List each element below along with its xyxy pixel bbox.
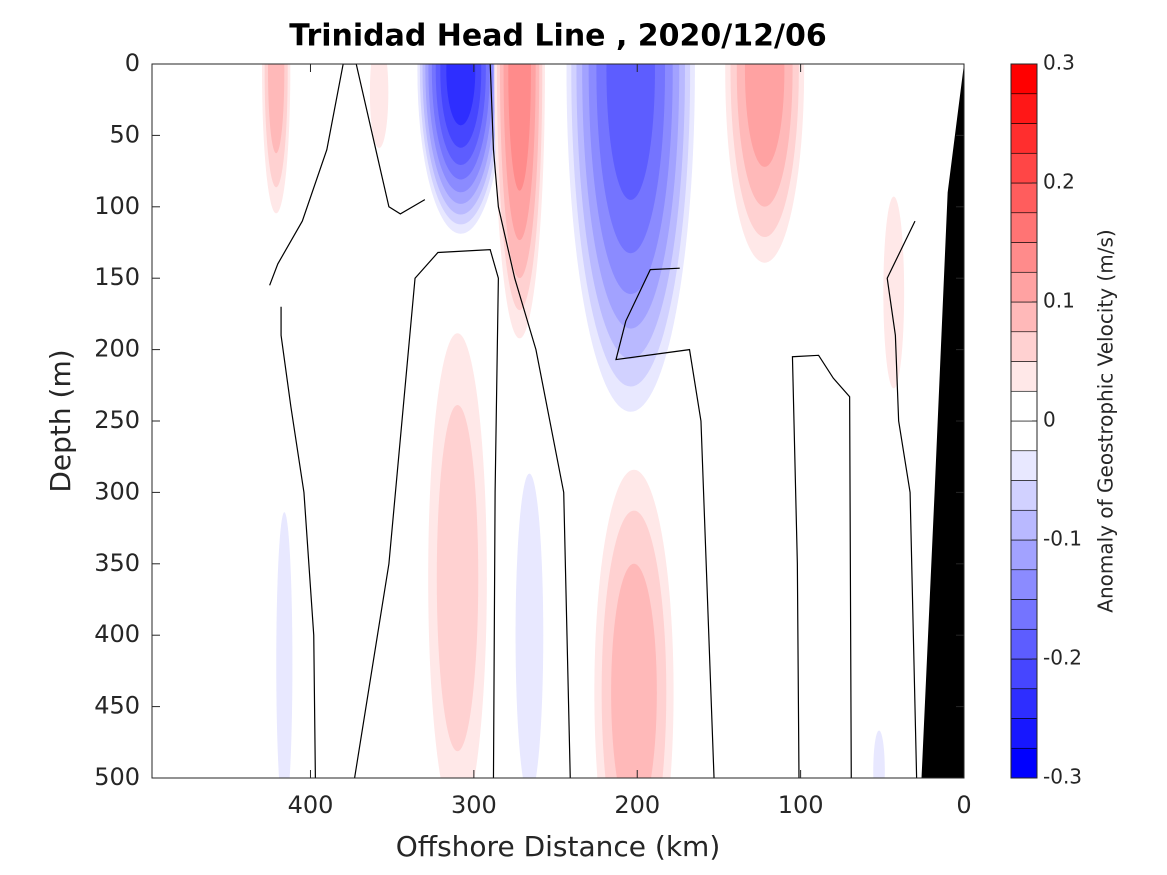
y-tick-label: 400 [94,620,140,648]
y-tick-label: 200 [94,335,140,363]
colorbar-band [1010,569,1038,600]
colorbar-tick-label: -0.2 [1043,646,1082,670]
colorbar-band [1010,123,1038,154]
colorbar-band [1010,182,1038,214]
contour-band [369,64,389,149]
colorbar-band [1010,242,1038,273]
x-tick-label: 400 [288,791,334,819]
chart-title: Trinidad Head Line , 2020/12/06 [289,19,826,54]
colorbar-band [1010,93,1038,124]
zero-contour [886,220,918,778]
contour-band [436,404,479,752]
contour-band [606,64,655,200]
colorbar-band [1010,747,1038,779]
colorbar-band [1010,628,1038,660]
zero-contour [615,267,715,778]
y-tick-label: 0 [125,49,140,77]
y-tick-label: 450 [94,692,140,720]
colorbar-band [1010,688,1038,719]
contour-band [611,563,657,778]
zero-contour [280,306,316,778]
colorbar-label: Anomaly of Geostrophic Velocity (m/s) [1094,229,1118,612]
colorbar-band [1010,599,1038,630]
y-tick-label: 300 [94,477,140,505]
colorbar-tick-label: 0.3 [1043,51,1075,75]
y-tick-label: 350 [94,549,140,577]
x-tick-label: 100 [778,791,824,819]
zero-contour [791,354,852,778]
y-axis-label: Depth (m) [44,349,77,492]
colorbar-band [1010,480,1038,511]
contour-band [744,64,785,167]
y-tick-label: 250 [94,406,140,434]
x-tick-label: 300 [451,791,497,819]
field [262,64,964,778]
x-tick-label: 200 [614,791,660,819]
contour-band [508,64,531,191]
colorbar-band [1010,450,1038,481]
zero-contour [489,64,571,778]
colorbar-tick-label: -0.3 [1043,765,1082,789]
colorbar-band [1010,390,1038,422]
y-tick-label: 50 [109,120,140,148]
contour-band [883,196,905,389]
colorbar-tick-label: 0.1 [1043,289,1075,313]
y-tick-label: 100 [94,192,140,220]
contour-band [446,64,476,126]
colorbar-tick-label: 0 [1043,408,1056,432]
x-tick-label: 0 [956,791,971,819]
colorbar-band [1010,509,1038,541]
zero-contour [353,249,499,778]
colorbar-band [1010,331,1038,362]
colorbar-band [1010,152,1038,184]
contour-band [873,730,885,778]
colorbar-band [1010,718,1038,749]
colorbar-band [1010,271,1038,303]
colorbar-band [1010,361,1038,392]
contour-band [515,473,544,778]
x-axis-label: Offshore Distance (km) [396,830,721,863]
colorbar-band [1010,658,1038,690]
colorbar-tick-label: -0.1 [1043,527,1082,551]
colorbar-band [1010,539,1038,571]
colorbar-band [1010,63,1038,95]
colorbar-tick-label: 0.2 [1043,170,1075,194]
contour-band [268,64,285,154]
colorbar-band [1010,212,1038,243]
colorbar-band [1010,420,1038,452]
bathymetry [921,64,964,778]
contour-band [276,512,293,778]
y-tick-label: 150 [94,263,140,291]
zero-contour [269,64,426,286]
y-tick-label: 500 [94,763,140,791]
colorbar-band [1010,301,1038,333]
